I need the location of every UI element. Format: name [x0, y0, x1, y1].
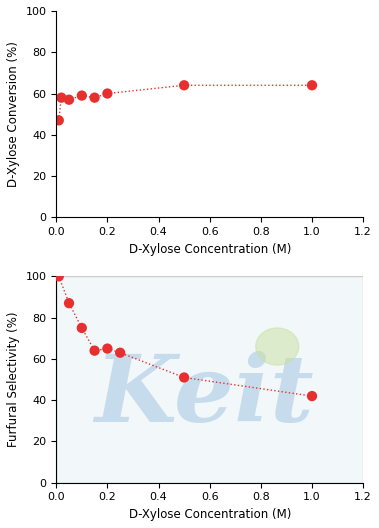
- Point: [181, 81, 187, 89]
- Text: Keit: Keit: [94, 351, 313, 441]
- Point: [66, 299, 72, 307]
- Point: [117, 348, 123, 357]
- Point: [104, 344, 110, 353]
- Point: [79, 324, 85, 332]
- Point: [79, 91, 85, 100]
- Point: [309, 392, 315, 400]
- Point: [58, 93, 64, 102]
- Point: [92, 346, 98, 355]
- Point: [309, 81, 315, 89]
- X-axis label: D-Xylose Concentration (M): D-Xylose Concentration (M): [128, 243, 291, 256]
- Point: [181, 373, 187, 382]
- Point: [104, 89, 110, 98]
- Point: [66, 96, 72, 104]
- Point: [92, 93, 98, 102]
- FancyBboxPatch shape: [56, 276, 363, 483]
- Y-axis label: D-Xylose Conversion (%): D-Xylose Conversion (%): [7, 41, 20, 187]
- X-axis label: D-Xylose Concentration (M): D-Xylose Concentration (M): [128, 508, 291, 521]
- Point: [56, 116, 62, 125]
- Ellipse shape: [256, 328, 299, 365]
- Y-axis label: Furfural Selectivity (%): Furfural Selectivity (%): [7, 312, 20, 447]
- Point: [56, 272, 62, 280]
